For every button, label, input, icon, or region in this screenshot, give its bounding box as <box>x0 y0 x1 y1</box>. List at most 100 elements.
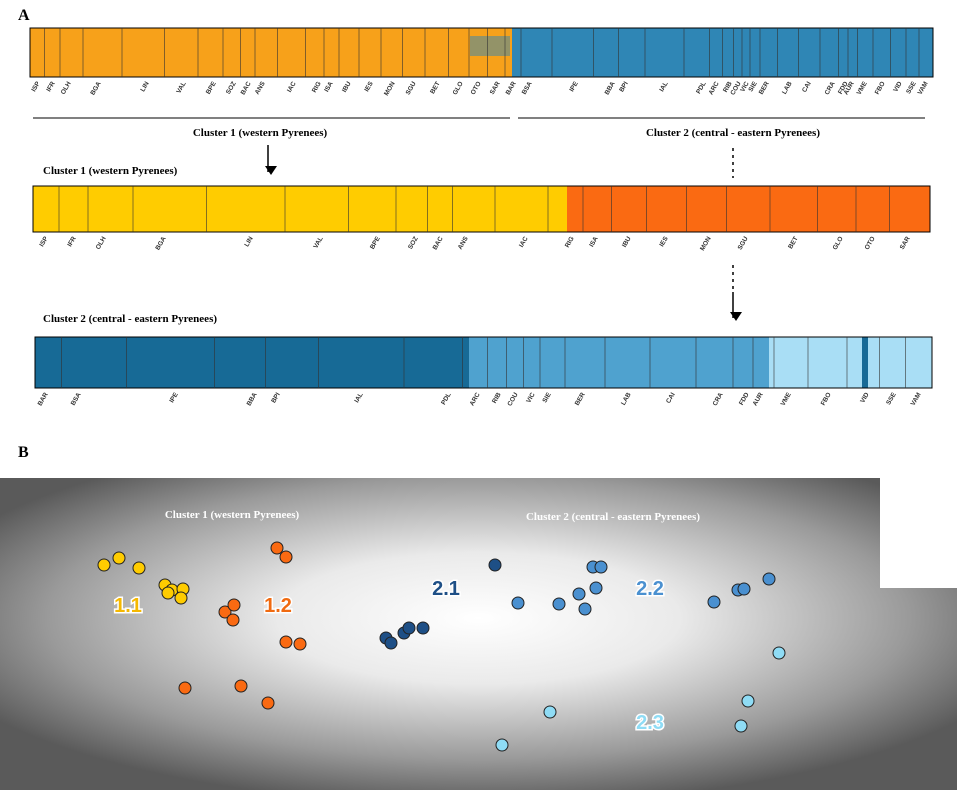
population-label: BER <box>758 80 771 96</box>
population-label: BBA <box>604 80 617 96</box>
population-site <box>416 621 430 635</box>
population-label: OLH <box>60 80 73 96</box>
group-label: 2.2 <box>636 578 664 600</box>
population-label: SAR <box>489 80 502 96</box>
population-label: SSE <box>885 391 898 406</box>
map-cluster-title: Cluster 1 (western Pyrenees) <box>165 509 300 521</box>
population-label: FBO <box>874 81 887 96</box>
population-site <box>97 558 111 572</box>
population-site <box>737 582 751 596</box>
population-label: BGA <box>154 235 167 251</box>
population-label: SGU <box>405 80 418 96</box>
population-label: IES <box>658 235 670 248</box>
population-label: VIC <box>739 80 751 93</box>
population-label: VAL <box>312 235 324 249</box>
population-label: LAB <box>620 391 633 406</box>
population-site <box>174 591 188 605</box>
population-label: GLO <box>452 81 465 97</box>
population-label: IPE <box>568 80 580 93</box>
population-label: BPI <box>618 80 630 93</box>
population-label: PDL <box>440 391 453 406</box>
population-label: ISA <box>588 235 600 248</box>
population-site <box>488 558 502 572</box>
population-label: VAL <box>175 80 187 94</box>
population-label: COU <box>506 391 519 407</box>
population-site <box>261 696 275 710</box>
population-label: BAR <box>505 80 518 96</box>
population-label: IAL <box>353 391 364 404</box>
population-label: BBA <box>246 391 259 407</box>
population-label: OLH <box>95 235 108 251</box>
population-label: RIG <box>311 81 323 95</box>
population-label: BSA <box>70 391 83 407</box>
population-label: ISP <box>38 235 50 248</box>
population-label: MON <box>383 80 397 97</box>
population-label: RIB <box>491 391 503 404</box>
population-label: FBO <box>820 392 833 407</box>
population-site <box>402 621 416 635</box>
population-label: SGU <box>737 235 750 251</box>
population-label: IBU <box>341 80 353 93</box>
population-site <box>234 679 248 693</box>
group-label: 1.2 <box>264 595 292 617</box>
population-site <box>578 602 592 616</box>
group-label: 1.1 <box>114 595 142 617</box>
population-site <box>226 613 240 627</box>
group-label: 2.3 <box>636 712 664 734</box>
population-label: ISA <box>323 80 335 93</box>
population-label: GLO <box>832 236 845 252</box>
population-label: VID <box>892 80 904 93</box>
population-label: CRA <box>824 80 837 96</box>
plot-title: Cluster 1 (western Pyrenees) <box>43 165 178 177</box>
population-label: IBU <box>621 235 633 248</box>
population-label: PDL <box>695 80 708 95</box>
population-label: LAB <box>781 80 794 95</box>
population-label: LIN <box>243 235 254 248</box>
population-site <box>279 550 293 564</box>
population-label: BPE <box>369 235 382 251</box>
population-site <box>178 681 192 695</box>
population-label: VAM <box>917 81 930 97</box>
population-label: BPE <box>205 80 218 96</box>
population-label: OTO <box>470 81 483 97</box>
population-label: BAC <box>240 80 253 96</box>
population-site <box>511 596 525 610</box>
population-label: BAC <box>432 235 445 251</box>
divider-label: Cluster 1 (western Pyrenees) <box>193 127 328 139</box>
group-label: 2.1 <box>432 578 460 600</box>
population-label: VID <box>859 391 871 404</box>
population-site <box>552 597 566 611</box>
population-label: SAR <box>899 235 912 251</box>
population-site <box>495 738 509 752</box>
population-label: VAM <box>910 392 923 408</box>
population-site <box>112 551 126 565</box>
population-label: BPI <box>270 391 282 404</box>
population-site <box>218 605 232 619</box>
population-label: RIG <box>564 236 576 250</box>
population-label: BGA <box>89 80 102 96</box>
population-label: RIB <box>722 80 734 93</box>
population-label: ARC <box>708 80 721 96</box>
population-label: VME <box>780 391 793 407</box>
population-label: IFR <box>66 235 77 248</box>
population-label: SOZ <box>225 80 238 95</box>
population-label: FDD <box>738 391 751 406</box>
population-label: BET <box>429 80 442 95</box>
population-label: BAR <box>37 391 50 407</box>
population-label: IAC <box>518 235 530 248</box>
population-site <box>589 581 603 595</box>
population-label: IPE <box>168 391 180 404</box>
relief-map <box>0 478 957 790</box>
panel-label: A <box>18 7 30 24</box>
population-site <box>132 561 146 575</box>
population-label: IAC <box>286 80 298 93</box>
population-label: VIC <box>525 391 537 404</box>
population-site <box>734 719 748 733</box>
population-site <box>772 646 786 660</box>
population-label: ANS <box>254 80 267 96</box>
population-label: BSA <box>521 80 534 96</box>
population-site <box>594 560 608 574</box>
population-site <box>543 705 557 719</box>
population-site <box>279 635 293 649</box>
